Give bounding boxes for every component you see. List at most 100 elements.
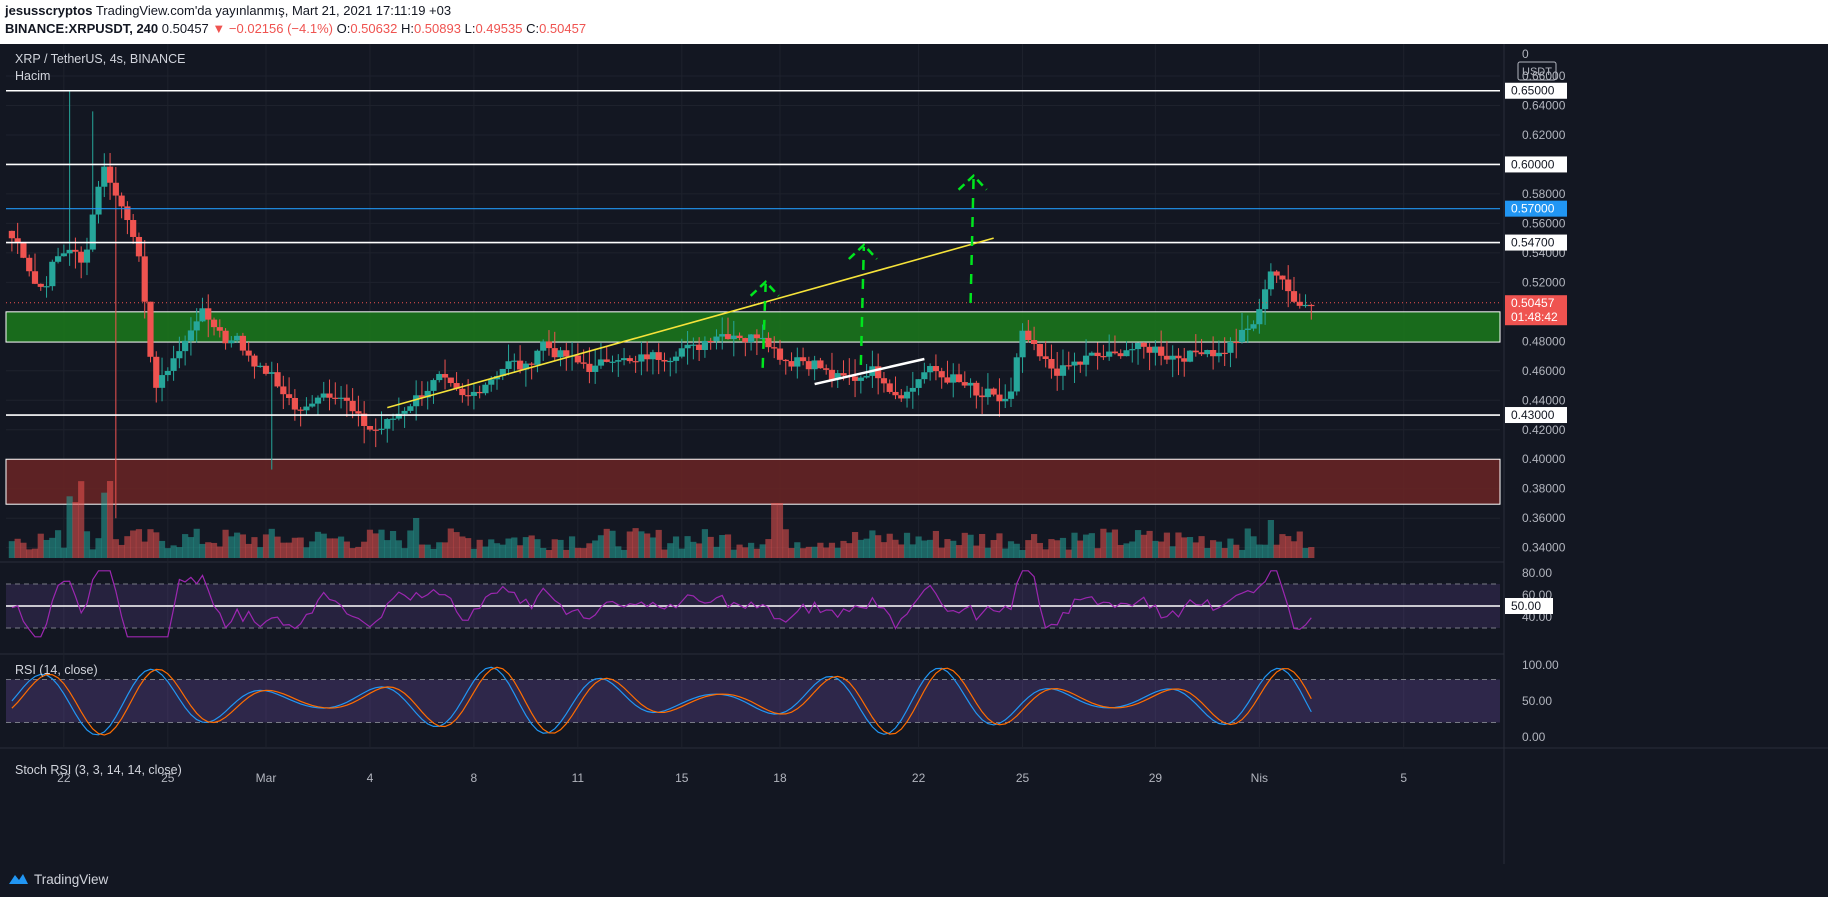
candle-body <box>101 166 108 187</box>
candle-body <box>1273 271 1280 276</box>
volume-bar <box>441 542 449 558</box>
price-tick-label: 0.44000 <box>1522 393 1566 407</box>
volume-bar <box>955 545 963 558</box>
volume-bar <box>603 528 610 558</box>
volume-bar <box>297 537 304 558</box>
level-price-tag <box>1505 82 1567 99</box>
volume-bar <box>557 539 564 558</box>
candle-body <box>187 330 195 341</box>
volume-bar <box>563 549 570 558</box>
candle-body <box>1106 351 1113 357</box>
candle-body <box>811 360 818 370</box>
volume-bar <box>78 481 85 558</box>
volume-bar <box>857 539 864 558</box>
volume-bar <box>170 545 177 558</box>
candle-body <box>609 361 616 363</box>
volume-bar <box>1169 546 1176 558</box>
candle-body <box>1238 329 1246 343</box>
volume-bar <box>1262 544 1269 558</box>
volume-bar <box>522 537 529 558</box>
candle-body <box>1100 356 1107 358</box>
candle-body <box>228 340 235 344</box>
volume-bar <box>1106 532 1113 558</box>
arrow-head-icon <box>847 243 878 260</box>
volume-bar <box>31 548 39 558</box>
candle-body <box>857 377 864 381</box>
candle-body <box>511 360 518 362</box>
open-label: O: <box>336 21 351 36</box>
candle-body <box>1285 279 1292 292</box>
candle-body <box>447 377 454 384</box>
volume-bar <box>257 547 264 558</box>
price-zone <box>5 458 1501 505</box>
volume-bar <box>1140 534 1147 558</box>
candle-body <box>459 388 466 396</box>
volume-bar <box>672 536 680 558</box>
volume-bar <box>759 544 766 558</box>
candle-body <box>707 340 714 343</box>
candle-body <box>1059 365 1067 376</box>
volume-bar <box>1117 544 1124 558</box>
candle-body <box>349 400 356 412</box>
candle-body <box>83 249 91 263</box>
countdown-label: 01:48:42 <box>1511 310 1558 324</box>
candle-body <box>366 425 374 430</box>
stoch-tick-label: 0.00 <box>1522 730 1546 744</box>
candle-body <box>31 271 39 284</box>
volume-bar <box>1204 547 1211 558</box>
volume-bar <box>384 540 391 558</box>
chart-canvas[interactable]: 0.660000.640000.620000.580000.560000.540… <box>0 44 1828 864</box>
stoch-tick-label: 100.00 <box>1522 658 1559 672</box>
candle-body <box>395 413 402 419</box>
candle-body <box>765 337 772 348</box>
volume-bar <box>1238 549 1246 558</box>
volume-bar <box>626 531 633 558</box>
time-axis: 22 25 Mar 4 8 11 15 18 22 25 29 Nis 5 <box>57 771 1407 785</box>
candle-body <box>465 395 472 397</box>
volume-bar <box>632 528 639 558</box>
candle-body <box>626 358 633 362</box>
volume-bars <box>8 481 1315 558</box>
high-value: 0.50893 <box>413 21 461 36</box>
volume-bar <box>950 540 957 558</box>
candle-body <box>78 251 85 263</box>
volume-bar <box>314 531 322 558</box>
volume-bar <box>730 549 737 558</box>
volume-bar <box>620 549 628 558</box>
rsi-level-label: 50.00 <box>1511 599 1541 613</box>
author-name[interactable]: jesusscryptos <box>5 3 93 18</box>
publish-date: TradingView.com'da yayınlanmış, Mart 21,… <box>95 3 452 18</box>
candle-body <box>106 166 114 183</box>
volume-bar <box>1019 549 1026 558</box>
candle-body <box>26 257 33 272</box>
candle-body <box>124 206 131 221</box>
candle-body <box>696 344 703 350</box>
volume-bar <box>1152 540 1159 558</box>
volume-bar <box>1215 541 1223 558</box>
candle-body <box>285 394 293 398</box>
volume-bar <box>1025 540 1032 558</box>
tradingview-logo[interactable]: TradingView <box>6 870 108 888</box>
candle-body <box>118 195 125 207</box>
candle-body <box>1198 352 1205 355</box>
candle-body <box>1163 355 1171 360</box>
candle-body <box>886 383 893 392</box>
price-tick-label: 0.48000 <box>1522 334 1566 348</box>
candle-body <box>1030 340 1038 344</box>
currency-label: USDT <box>1522 66 1552 78</box>
price-tick-label: 0.38000 <box>1522 482 1566 496</box>
currency-badge <box>1517 61 1557 81</box>
chart-area[interactable]: 0.66000 0.64000 0.62000 0.58000 0.56000 0.540… <box>0 44 1828 864</box>
volume-bar <box>164 548 171 558</box>
candle-body <box>782 359 789 362</box>
candle-body <box>170 358 177 371</box>
candle-body <box>268 372 275 374</box>
level-price-label: 0.43000 <box>1511 408 1555 422</box>
candle-body <box>1302 304 1309 307</box>
volume-bar <box>366 529 374 558</box>
projection-arrow <box>969 177 975 304</box>
volume-bar <box>291 537 298 558</box>
candle-body <box>921 372 928 380</box>
volume-bar <box>799 548 807 558</box>
candle-body <box>482 384 489 394</box>
